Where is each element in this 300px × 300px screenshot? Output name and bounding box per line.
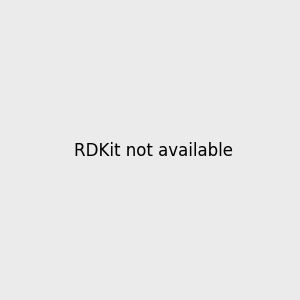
Text: RDKit not available: RDKit not available (74, 142, 233, 160)
